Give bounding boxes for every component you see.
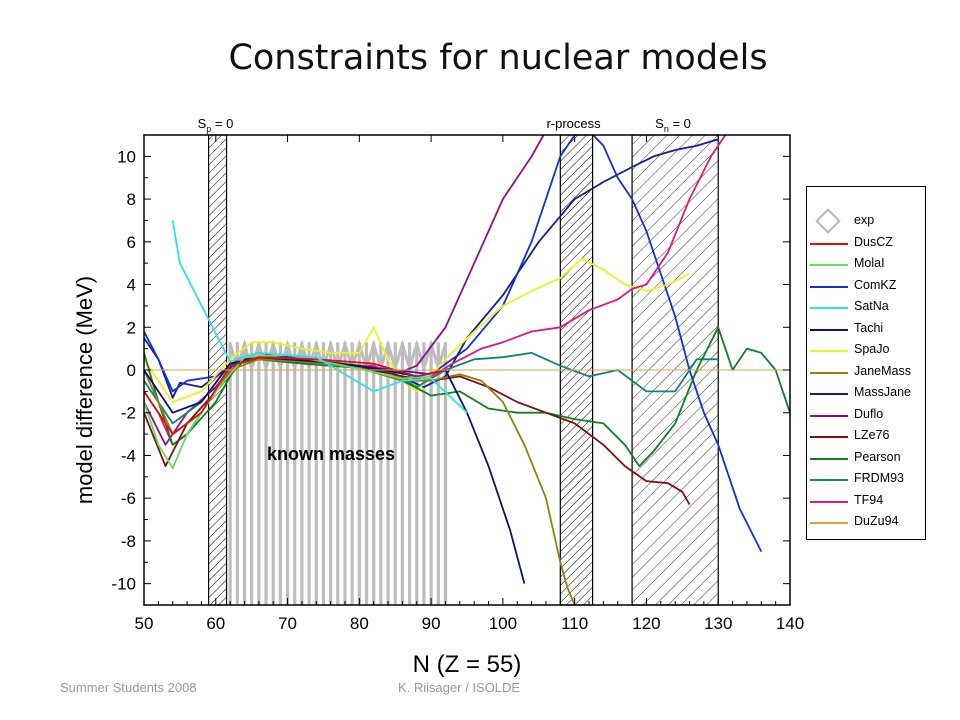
axes: 50 60 70 80 90 100 110 120 130 140 -10 -8 -6 -4 -2 0 2 4 6… [111,134,804,633]
legend-label: TF94 [854,492,884,507]
legend-label: JaneMass [854,363,911,378]
legend-label: DuZu94 [854,514,899,528]
series-molai [144,354,432,470]
legend-line [810,500,848,503]
x-tick-label: 80 [350,614,369,633]
legend-line [810,436,848,438]
legend-label: LZe76 [854,428,890,442]
y-tick-label: 6 [127,233,136,252]
series-janemass [144,358,576,605]
y-tick-label: 0 [127,361,136,380]
x-tick-label: 120 [632,614,660,633]
legend-label: ComKZ [854,277,897,292]
legend-entry-tachi: Tachi [807,320,927,339]
legend-label: SpaJo [854,342,890,356]
legend-entry-spajo: SpaJo [807,341,927,360]
legend-label: Pearson [854,449,901,464]
series-duscz [144,356,446,435]
footer-left: Summer Students 2008 [60,680,197,695]
legend-entry-duscz: DusCZ [807,234,927,253]
legend-entry-frdm93: FRDM93 [807,470,927,489]
legend-entry-tf94: TF94 [807,492,927,511]
y-tick-label: -6 [121,489,136,508]
x-tick-label: 50 [135,614,154,633]
legend-label: FRDM93 [854,471,905,485]
region-label: Sp = 0 [198,116,234,134]
legend-entry-lze76: LZe76 [807,427,927,446]
series-spajo [144,258,690,403]
x-tick-label: 70 [278,614,297,633]
region-label: r-process [546,116,601,131]
legend-line [810,285,848,288]
known-masses-annotation: known masses [267,444,395,464]
x-tick-label: 130 [704,614,732,633]
y-tick-label: 4 [127,276,136,295]
known-masses-bars [228,339,448,605]
legend-entry-molai: MolaI [807,255,927,274]
y-tick-label: -2 [121,404,136,423]
series-satna [171,220,468,414]
legend-line [810,414,848,417]
legend-label: SatNa [854,299,889,313]
series-massjane [144,138,719,399]
legend-label: exp [854,213,875,227]
legend-entry-exp: exp [807,208,927,234]
legend-label: MolaI [854,256,885,270]
slide-title: Constraints for nuclear models [228,38,768,78]
legend-entry-satna: SatNa [807,298,927,317]
series-tachi [144,356,526,584]
legend-label: MassJane [854,385,911,399]
y-tick-label: 8 [127,190,136,209]
legend-line [810,328,848,331]
y-axis-label: model difference (MeV) [72,276,97,504]
legend-marker [815,208,841,234]
legend-line [810,393,848,395]
y-tick-label: -8 [121,532,136,551]
legend-line [810,264,848,266]
x-tick-label: 100 [489,614,517,633]
legend-line [810,307,848,309]
legend-line [810,350,848,352]
legend-line [810,242,848,245]
legend: exp DusCZ MolaI ComKZ SatNa Tachi SpaJo JaneMas… [806,186,926,540]
region-label: Sn = 0 [655,116,691,134]
legend-entry-massjane: MassJane [807,384,927,403]
legend-line [810,522,848,524]
legend-label: Duflo [854,406,884,421]
x-tick-label: 110 [561,614,588,633]
legend-entry-duzu94: DuZu94 [807,513,927,532]
y-tick-label: -4 [121,446,136,465]
legend-line [810,479,848,481]
x-tick-label: 90 [422,614,441,633]
legend-line [810,457,848,460]
legend-line [810,371,848,374]
legend-entry-comkz: ComKZ [807,277,927,296]
x-axis-label: N (Z = 55) [413,651,522,678]
legend-label: DusCZ [854,234,893,249]
chart: Sp = 0 r-process Sn = 0 50 60 70 80 90 100 110 12… [72,116,804,678]
series-lines [144,135,790,605]
y-tick-label: 10 [117,147,136,166]
legend-label: Tachi [854,320,884,335]
x-tick-label: 60 [206,614,225,633]
legend-entry-duflo: Duflo [807,406,927,425]
legend-entry-pearson: Pearson [807,449,927,468]
legend-entry-janemass: JaneMass [807,363,927,382]
y-tick-label: 2 [127,318,136,337]
x-tick-label: 140 [776,614,804,633]
y-tick-label: -10 [111,575,136,594]
footer-center: K. Riisager / ISOLDE [398,680,521,695]
